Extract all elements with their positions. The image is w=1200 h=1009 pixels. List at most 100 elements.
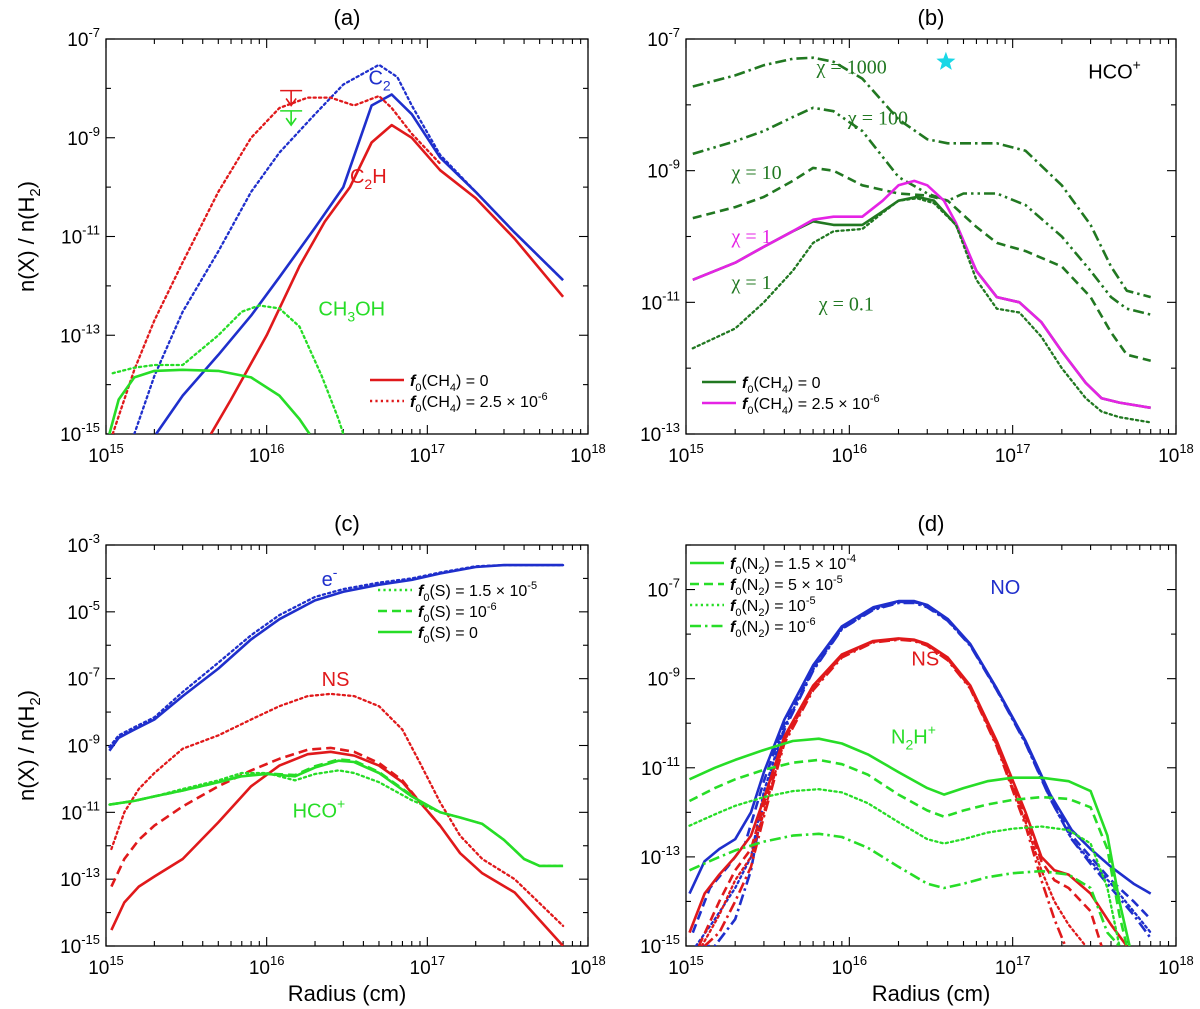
panel-a: (a) 1015 1016 1017 1018 10-15 10-13 10-11 10-9 10… <box>14 5 606 467</box>
series-line <box>688 832 1121 946</box>
curve-annotation: χ = 1 <box>731 272 772 294</box>
x-axis-title: Radius (cm) <box>288 981 407 1006</box>
legend-label: f0(N2) = 5 × 10-5 <box>730 574 843 598</box>
x-tick-label: 1015 <box>668 441 704 467</box>
panel-title: (d) <box>918 511 945 536</box>
series-line <box>108 563 565 749</box>
x-tick-label: 1017 <box>995 441 1031 467</box>
series-line <box>691 197 1152 424</box>
y-tick-label: 10-9 <box>647 157 680 183</box>
curve-annotation: χ = 10 <box>731 162 782 184</box>
curve-annotation: e- <box>322 564 338 591</box>
y-tick-label: 10-7 <box>67 25 100 51</box>
series-line <box>688 737 1131 946</box>
y-tick-label: 10-11 <box>61 223 100 249</box>
y-tick-label: 10-15 <box>60 420 100 446</box>
legend-label: f0(S) = 1.5 × 10-5 <box>418 580 537 604</box>
y-tick-label: 10-15 <box>60 932 100 958</box>
y-tick-label: 10-13 <box>60 321 100 347</box>
series-line <box>688 758 1129 946</box>
plot-frame <box>685 544 1177 947</box>
legend-label: f0(CH4) = 2.5 × 10-6 <box>410 391 548 415</box>
panel-b: (b) 1015 1016 1017 1018 10-13 10-11 10-9 10-7 HCO… <box>640 5 1194 467</box>
series-line <box>688 788 1121 946</box>
panel-title: (c) <box>334 511 360 536</box>
series-line <box>133 63 565 434</box>
upper-limit-marker <box>280 110 303 127</box>
series-group <box>688 599 1152 946</box>
curve-annotation: NS <box>322 669 350 691</box>
x-tick-label: 1018 <box>1158 441 1194 467</box>
series-line <box>111 304 345 434</box>
panel-title: (b) <box>918 5 945 30</box>
legend-label: f0(S) = 0 <box>418 625 478 646</box>
legend: f0(S) = 1.5 × 10-5f0(S) = 10-6f0(S) = 0 <box>378 580 537 646</box>
series-line <box>692 179 1151 410</box>
x-tick-label: 1015 <box>88 953 124 979</box>
curve-annotation: χ = 100 <box>847 108 908 130</box>
curve-annotation: CH3OH <box>318 299 385 325</box>
curve-annotation: HCO+ <box>293 796 346 823</box>
x-tick-label: 1018 <box>570 953 606 979</box>
x-axis-title: Radius (cm) <box>872 981 991 1006</box>
series-line <box>692 56 1152 299</box>
series-line <box>703 638 1067 946</box>
legend-label: f0(N2) = 10-5 <box>730 595 816 619</box>
panel-d: (d) 1015 1016 1017 1018 10-15 10-13 10-11 10-9 10… <box>640 511 1194 1006</box>
y-tick-label: 10-7 <box>67 665 100 691</box>
curve-annotation: N2H+ <box>891 722 936 753</box>
x-tick-label: 1016 <box>832 441 868 467</box>
star-marker <box>936 51 956 70</box>
series-line <box>692 166 1152 362</box>
series-group <box>108 63 565 434</box>
y-axis-title: n(X) / n(H2) <box>14 690 44 801</box>
legend-label: f0(S) = 10-6 <box>418 601 497 625</box>
plot-frame <box>105 544 589 947</box>
curve-annotation: χ = 1 <box>731 226 772 248</box>
y-tick-label: 10-11 <box>641 754 680 780</box>
curve-annotation: χ = 0.1 <box>818 294 874 316</box>
curve-annotation: C2H <box>350 166 387 192</box>
y-tick-label: 10-13 <box>60 865 100 891</box>
y-tick-label: 10-13 <box>640 843 680 869</box>
y-tick-label: 10-9 <box>67 124 100 150</box>
curve-annotation: χ = 1000 <box>816 56 887 78</box>
upper-limit-marker <box>280 89 303 107</box>
series-line <box>110 750 565 946</box>
x-tick-label: 1018 <box>570 441 606 467</box>
series-group <box>691 56 1152 424</box>
series-line <box>110 692 565 928</box>
panel-c: (c) 1015 1016 1017 1018 10-15 10-13 10-11 10-9 10… <box>14 511 606 1006</box>
y-axis-title: n(X) / n(H2) <box>14 181 44 292</box>
series-line <box>108 769 565 868</box>
x-tick-label: 1016 <box>249 953 285 979</box>
y-tick-label: 10-3 <box>67 531 100 557</box>
x-tick-label: 1017 <box>410 953 446 979</box>
x-tick-label: 1018 <box>1158 953 1194 979</box>
legend-label: f0(CH4) = 2.5 × 10-6 <box>742 393 880 417</box>
y-tick-label: 10-9 <box>647 665 680 691</box>
series-line <box>108 368 311 434</box>
y-tick-label: 10-11 <box>61 798 100 824</box>
panel-title: (a) <box>334 5 361 30</box>
x-tick-label: 1015 <box>88 441 124 467</box>
series-line <box>111 94 442 434</box>
x-tick-label: 1017 <box>410 441 446 467</box>
series-line <box>155 93 565 434</box>
y-tick-label: 10-7 <box>647 576 680 602</box>
legend-label: f0(CH4) = 0 <box>742 375 821 396</box>
series-group <box>108 563 565 946</box>
legend-label: f0(N2) = 1.5 × 10-4 <box>730 553 856 577</box>
curve-annotation: HCO+ <box>1088 57 1141 84</box>
x-tick-label: 1016 <box>832 953 868 979</box>
y-tick-label: 10-15 <box>640 932 680 958</box>
y-tick-label: 10-7 <box>647 25 680 51</box>
y-tick-label: 10-9 <box>67 732 100 758</box>
curve-annotation: C2 <box>368 67 390 93</box>
series-line <box>209 123 565 434</box>
curve-annotation: NO <box>990 577 1020 599</box>
y-tick-label: 10-11 <box>641 288 680 314</box>
x-tick-label: 1015 <box>668 953 704 979</box>
legend: f0(CH4) = 0f0(CH4) = 2.5 × 10-6 <box>370 373 548 415</box>
